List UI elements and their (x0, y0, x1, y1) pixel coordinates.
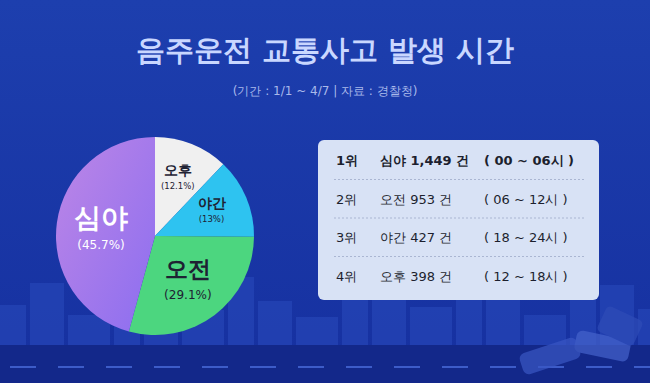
road-line (442, 366, 468, 368)
table-cell: 심야 1,449 건 (380, 153, 469, 168)
road-line (154, 366, 180, 368)
slice-label: 심야 (74, 202, 128, 233)
road-line (394, 366, 420, 368)
data-label: (13%) (199, 214, 225, 224)
road-line (634, 366, 650, 368)
table-cell: 오후 398 건 (380, 269, 452, 284)
table-cell: ( 18 ~ 24시 ) (484, 230, 568, 245)
road-line (490, 366, 516, 368)
table-cell: ( 00 ~ 06시 ) (484, 153, 574, 168)
table-cell: 오전 953 건 (380, 192, 452, 207)
table-cell: 1위 (336, 153, 358, 168)
row-separator (334, 218, 584, 219)
data-label: (45.7%) (77, 238, 124, 252)
road-line (58, 366, 84, 368)
building (30, 283, 64, 355)
table-cell: 2위 (336, 192, 357, 207)
road-line (250, 366, 276, 368)
chart-root: 음주운전 교통사고 발생 시간 (기간 : 1/1 ~ 4/7 | 자료 : 경찰… (0, 0, 650, 383)
row-separator (334, 256, 584, 257)
data-label: (12.1%) (161, 181, 195, 191)
road-line (106, 366, 132, 368)
table-cell: 4위 (336, 269, 357, 284)
road-line (586, 366, 612, 368)
car (596, 305, 644, 347)
table-box (318, 140, 599, 300)
table-cell: 야간 427 건 (380, 230, 452, 245)
data-label: (29.1%) (164, 288, 211, 302)
slice-label: 오전 (165, 256, 211, 282)
table-cell: ( 12 ~ 18시 ) (484, 269, 568, 284)
cars-illustration (518, 305, 644, 376)
road-line (202, 366, 228, 368)
table-cell: 3위 (336, 230, 357, 245)
slice-label: 야간 (198, 195, 226, 211)
title: 음주운전 교통사고 발생 시간 (136, 33, 514, 67)
background (0, 0, 650, 383)
pie-slice (56, 137, 155, 331)
row-separator (334, 179, 584, 180)
slice-label: 오후 (164, 162, 192, 178)
road-line (346, 366, 372, 368)
road-line (10, 366, 36, 368)
pie-labels: 오후 (12.1%)야간 (13%) 오전 (29.1%) 심야 (45.7%) (74, 162, 225, 302)
subtitle: (기간 : 1/1 ~ 4/7 | 자료 : 경찰청) (233, 84, 418, 98)
table-cell: ( 06 ~ 12시 ) (484, 192, 568, 207)
road-line (298, 366, 324, 368)
car (518, 336, 582, 375)
ranking-table: 1위 심야 1,449 건 ( 00 ~ 06시 ) 2위 오전 953 건 ( 06 ~… (318, 140, 599, 300)
pie (56, 137, 254, 335)
